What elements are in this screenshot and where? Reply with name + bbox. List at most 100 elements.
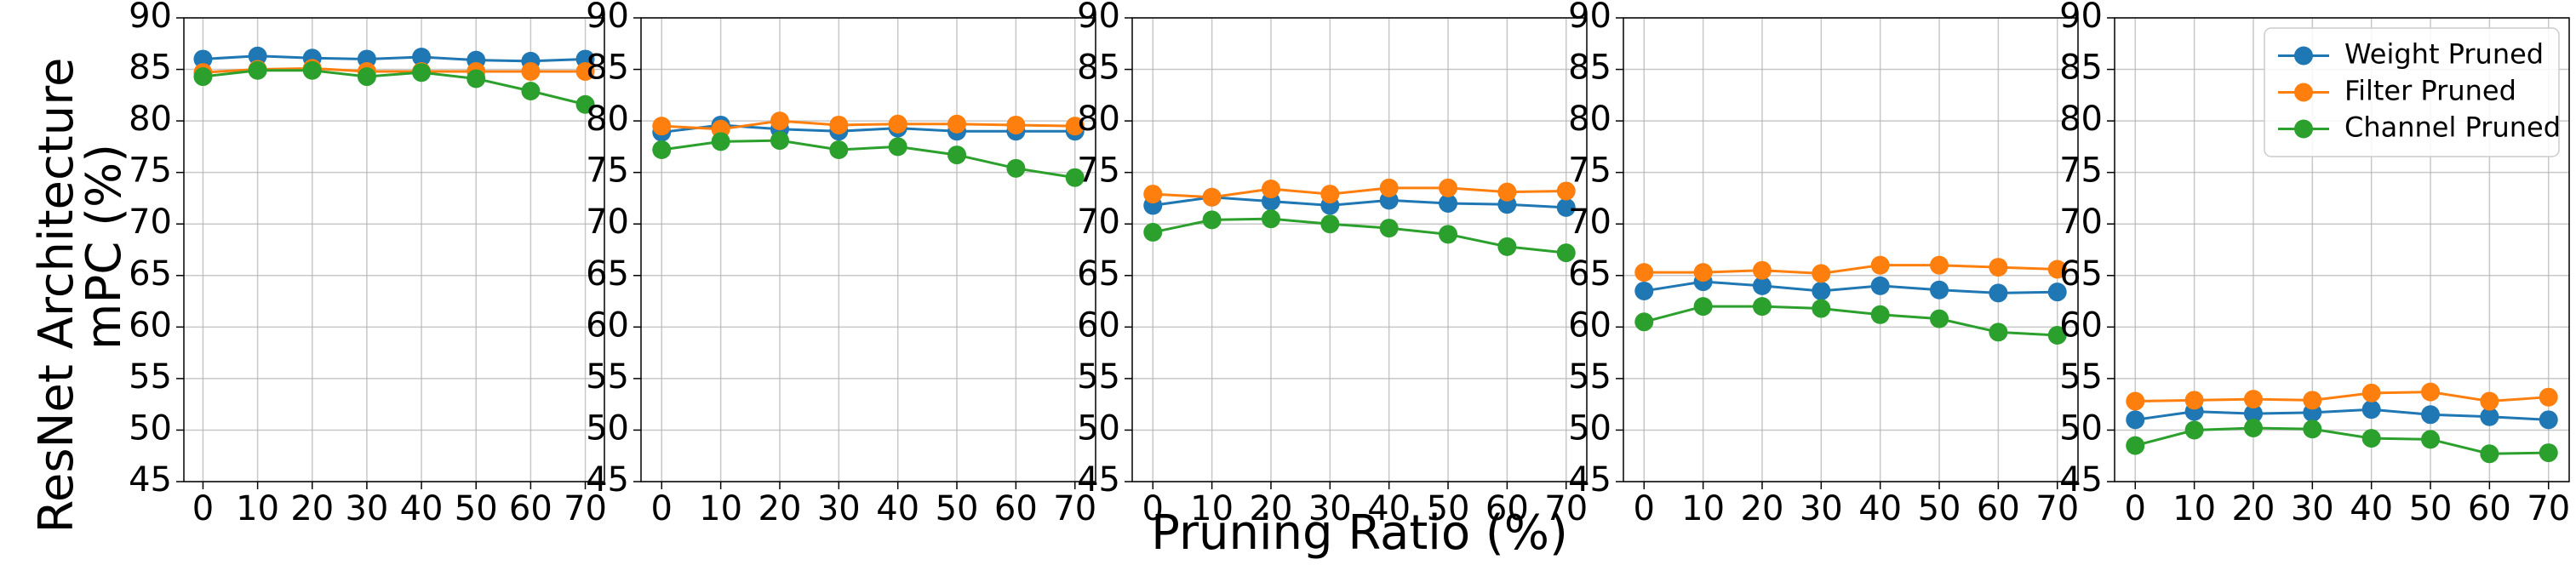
- x-tick-label: 50: [2409, 489, 2453, 528]
- x-tick-label: 10: [1190, 489, 1234, 528]
- data-point: [2184, 420, 2204, 440]
- data-point: [1634, 281, 1654, 300]
- plot-frame: [1623, 17, 2079, 482]
- y-tick-label: 80: [1077, 100, 1120, 139]
- y-tick-label: 75: [129, 151, 172, 191]
- y-tick-label: 70: [586, 203, 629, 242]
- x-tick-label: 40: [1367, 489, 1411, 528]
- x-tick-label: 40: [400, 489, 444, 528]
- legend-swatch-marker: [2294, 46, 2313, 66]
- data-point: [521, 61, 541, 81]
- data-point: [357, 67, 376, 87]
- x-tick-label: 0: [2125, 489, 2146, 528]
- y-tick-label: 65: [586, 254, 629, 294]
- panel: 45 50 55 60 65 70 75 80 85 90 0 10 20 30 40 50 60 70: [586, 0, 1096, 528]
- data-point: [1379, 219, 1399, 238]
- y-tick-label: 70: [1077, 203, 1120, 242]
- row-label: ResNet Architecture: [29, 58, 84, 534]
- x-tick-label: 30: [1308, 489, 1352, 528]
- x-tick-label: 20: [758, 489, 802, 528]
- x-tick-label: 0: [1142, 489, 1164, 528]
- data-point: [1143, 185, 1163, 204]
- y-tick-label: 60: [129, 305, 172, 345]
- data-point: [1870, 276, 1890, 295]
- series-line: [1153, 196, 1566, 209]
- data-point: [1752, 297, 1772, 317]
- x-tick-label: 40: [1858, 489, 1902, 528]
- y-tick-label: 45: [586, 460, 629, 499]
- x-tick-label: 10: [1681, 489, 1725, 528]
- data-point: [2047, 260, 2067, 279]
- data-point: [467, 69, 486, 88]
- data-point: [193, 49, 213, 69]
- data-point: [1870, 255, 1890, 275]
- series-line: [1153, 186, 1566, 199]
- series-line: [661, 123, 1075, 134]
- data-point: [1202, 210, 1222, 230]
- data-point: [1989, 283, 2008, 303]
- y-tick-label: 85: [129, 49, 172, 88]
- data-point: [1930, 309, 1949, 328]
- data-point: [1439, 225, 1458, 244]
- data-point: [521, 81, 541, 100]
- series-line: [2135, 408, 2549, 421]
- data-point: [2539, 387, 2558, 407]
- panel: 45 50 55 60 65 70 75 80 85 90 0 10 20 30 40 50 60 70 Weigh…: [2059, 0, 2570, 528]
- data-point: [829, 115, 849, 134]
- data-point: [2361, 400, 2381, 419]
- data-point: [2184, 391, 2204, 410]
- x-tick-label: 60: [2468, 489, 2511, 528]
- y-tick-label: 55: [586, 357, 629, 397]
- data-point: [2421, 405, 2441, 425]
- series-line: [1643, 305, 2058, 337]
- data-point: [2126, 391, 2145, 411]
- x-tick-label: 60: [1485, 489, 1529, 528]
- x-tick-label: 70: [564, 489, 607, 528]
- x-tick-label: 70: [1053, 489, 1096, 528]
- data-point: [248, 60, 267, 80]
- y-tick-label: 80: [1568, 100, 1611, 139]
- legend-label: Weight Pruned: [2344, 38, 2544, 71]
- data-point: [1439, 194, 1458, 213]
- series-line: [661, 139, 1075, 180]
- y-tick-label: 85: [586, 49, 629, 88]
- y-tick-label: 85: [2059, 49, 2103, 88]
- data-point: [2480, 444, 2499, 464]
- y-tick-label: 45: [1077, 460, 1120, 499]
- data-point: [1143, 222, 1163, 242]
- data-point: [1693, 297, 1713, 317]
- y-tick-label: 50: [129, 408, 172, 448]
- data-point: [412, 48, 432, 67]
- data-point: [1006, 115, 1026, 134]
- x-tick-label: 30: [345, 489, 388, 528]
- data-point: [2361, 429, 2381, 448]
- y-tick-label: 55: [1568, 357, 1611, 397]
- data-point: [1870, 305, 1890, 324]
- y-tick-label: 70: [129, 203, 172, 242]
- data-point: [1634, 312, 1654, 332]
- y-tick-label: 45: [2059, 460, 2103, 499]
- data-point: [947, 146, 967, 165]
- y-tick-label: 90: [129, 0, 172, 36]
- data-point: [1556, 243, 1576, 263]
- x-tick-label: 40: [2350, 489, 2393, 528]
- data-point: [2047, 282, 2067, 302]
- legend-box: [2264, 27, 2560, 157]
- x-tick-label: 70: [2035, 489, 2079, 528]
- y-tick-label: 50: [2059, 408, 2103, 448]
- data-point: [2303, 419, 2322, 439]
- x-tick-label: 50: [455, 489, 498, 528]
- data-point: [575, 61, 595, 81]
- y-tick-label: 60: [2059, 305, 2103, 345]
- data-point: [1812, 281, 1831, 300]
- x-tick-label: 10: [699, 489, 742, 528]
- y-tick-label: 50: [586, 408, 629, 448]
- data-point: [2303, 391, 2322, 410]
- y-tick-label: 65: [129, 254, 172, 294]
- legend-swatch-marker: [2294, 83, 2313, 102]
- data-point: [1379, 178, 1399, 197]
- data-point: [770, 111, 789, 131]
- y-tick-label: 75: [2059, 151, 2103, 191]
